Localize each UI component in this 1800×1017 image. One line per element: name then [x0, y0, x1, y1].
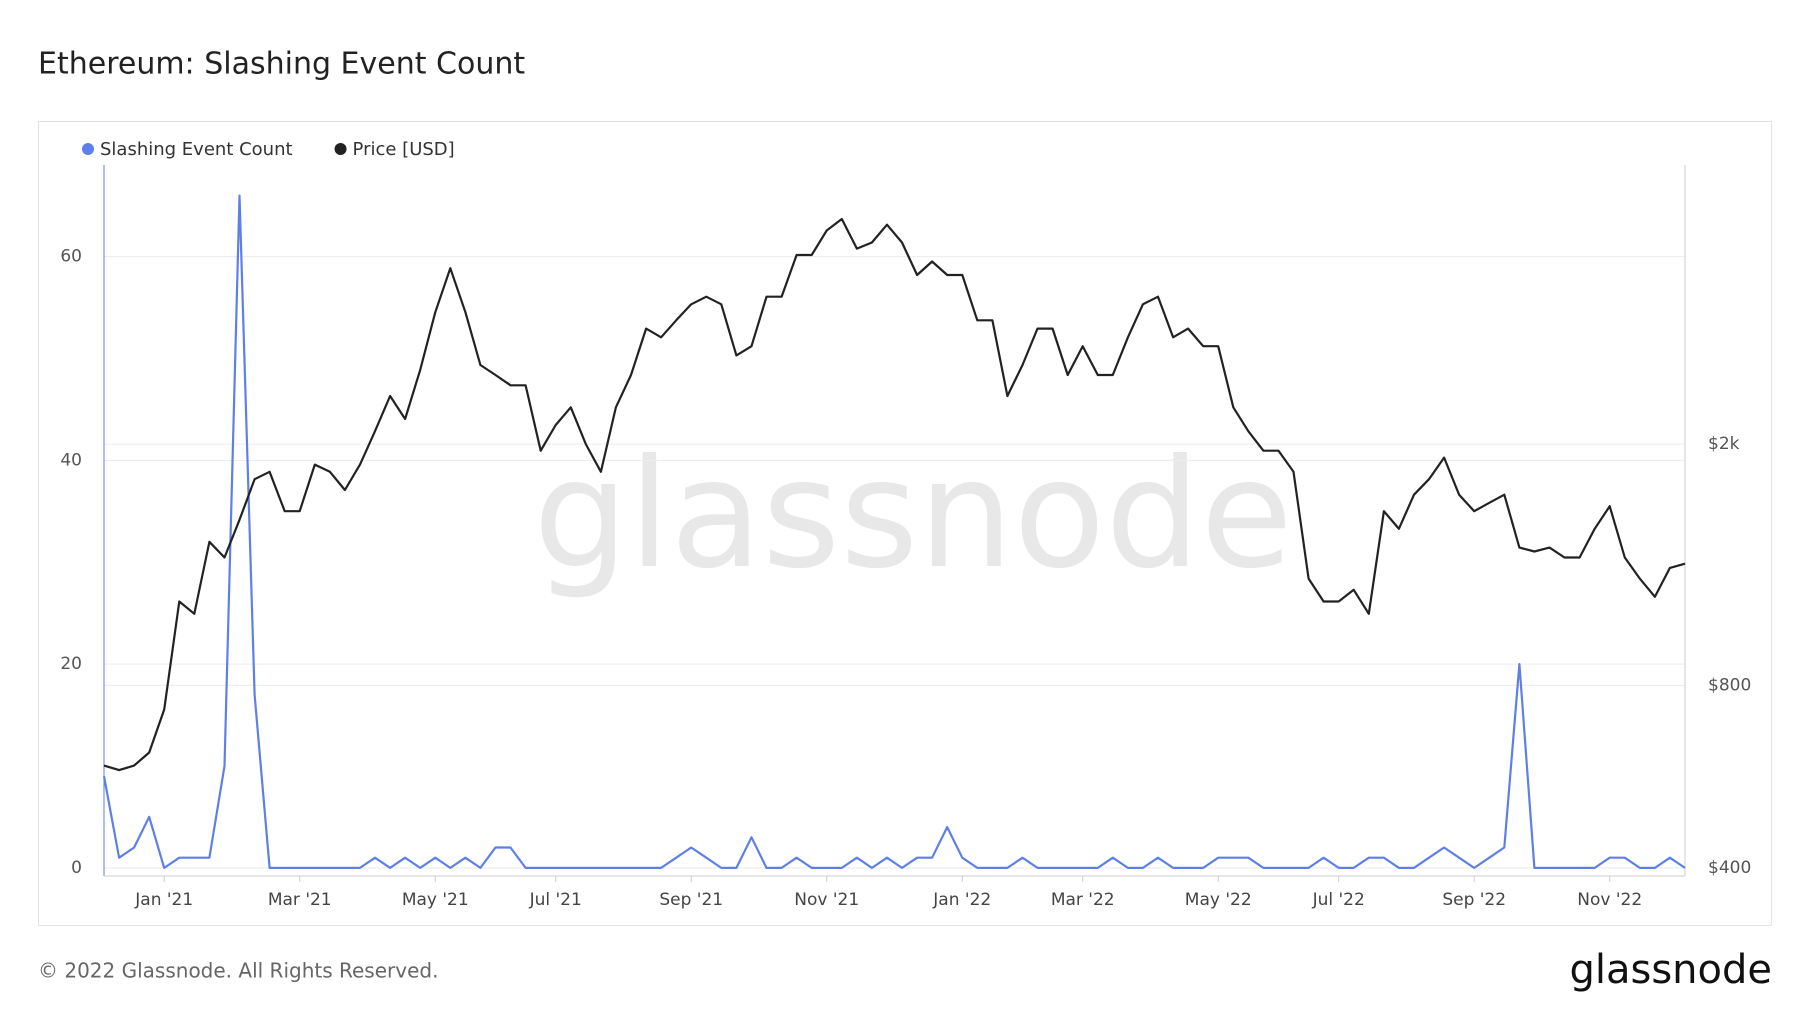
y-tick-label: 60 [60, 247, 82, 267]
x-tick-label: Nov '21 [794, 890, 859, 910]
legend-marker [334, 143, 347, 155]
x-tick-label: Sep '21 [659, 890, 723, 910]
y-tick-label: 0 [71, 858, 82, 878]
watermark: glassnode [533, 428, 1292, 602]
x-tick-label: Mar '22 [1051, 890, 1115, 910]
y-tick-label: 40 [60, 450, 82, 470]
chart-title: Ethereum: Slashing Event Count [38, 47, 525, 82]
legend-label: Slashing Event Count [100, 139, 293, 160]
y2-tick-label: $2k [1708, 434, 1740, 454]
x-tick-label: Mar '21 [268, 890, 332, 910]
series-line [102, 194, 1686, 869]
x-tick-label: Nov '22 [1577, 890, 1642, 910]
legend-label: Price [USD] [353, 139, 455, 160]
series-line [103, 217, 1686, 772]
chart-frame [38, 121, 1772, 926]
x-tick-label: Jan '21 [134, 890, 193, 910]
x-tick-label: Jul '22 [1312, 890, 1365, 910]
legend-marker [82, 143, 94, 155]
y-tick-label: 20 [60, 654, 82, 674]
x-tick-label: May '21 [402, 890, 469, 910]
y2-tick-label: $800 [1708, 675, 1751, 695]
brand-logo: glassnode [1569, 947, 1772, 993]
x-tick-label: May '22 [1185, 890, 1252, 910]
x-tick-label: Jul '21 [529, 890, 582, 910]
x-tick-label: Sep '22 [1442, 890, 1506, 910]
y2-tick-label: $400 [1708, 858, 1751, 878]
footer: © 2022 Glassnode. All Rights Reserved. [38, 959, 438, 983]
x-tick-label: Jan '22 [932, 890, 991, 910]
